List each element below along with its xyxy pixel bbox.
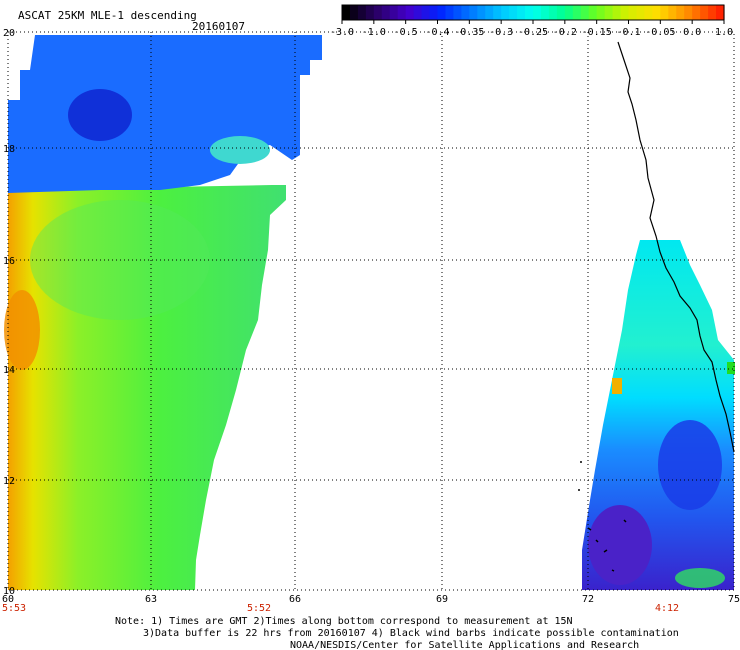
island-specks [578,461,627,572]
colorbar-tick-label: -0.5 [394,27,418,38]
longitude-label: 66 [289,594,301,605]
longitude-label: 63 [145,594,157,605]
colorbar-swatch [620,5,630,20]
colorbar-swatch [596,5,606,20]
longitude-label: 75 [728,594,740,605]
colorbar-swatch [604,5,614,20]
colorbar-swatch [389,5,399,20]
colorbar-swatch [564,5,574,20]
latitude-label: 16 [3,256,15,267]
colorbar-swatch [684,5,693,20]
latitude-label: 20 [3,28,15,39]
colorbar-swatch [429,5,439,20]
colorbar-swatch [556,5,566,20]
colorbar-tick-label: -3.0 [330,27,354,38]
colorbar-swatch [349,5,359,20]
colorbar-tick-label: -0.4 [425,27,449,38]
colorbar-swatch [548,5,558,20]
time-label: 5:53 [2,603,26,614]
colorbar-swatch [700,5,709,20]
colorbar-swatch [668,5,677,20]
latitude-labels: 20 18 16 14 12 10 [3,28,15,597]
longitude-label: 60 [2,594,14,605]
colorbar-swatch [373,5,383,20]
colorbar-swatch [612,5,622,20]
latitude-label: 10 [3,586,15,597]
colorbar-swatch [501,5,510,20]
colorbar-swatch [421,5,431,20]
colorbar-swatch [357,5,367,20]
right-swath-green-patch [675,568,725,588]
colorbar-tick-label: -1.0 [362,27,386,38]
coastline [617,41,735,453]
colorbar-swatch [381,5,391,20]
left-swath-green [8,185,286,590]
colorbar-swatch [660,5,669,20]
colorbar-swatch [469,5,478,20]
product-title: ASCAT 25KM MLE-1 descending [18,9,197,22]
time-label: 5:52 [247,603,271,614]
right-swath-purple-patch [588,505,652,585]
colorbar-swatch [517,5,526,20]
colorbar-swatch [533,5,542,20]
colorbar-swatch [572,5,582,20]
product-date: 20160107 [192,20,245,33]
colorbar-swatch [437,5,447,20]
colorbar-swatch [365,5,375,20]
colorbar-swatch [509,5,518,20]
time-label: 4:12 [655,603,679,614]
swath-map: 20 18 16 14 12 10 60 63 66 69 72 75 5:53 5:52 4:12 [2,28,740,614]
time-labels: 5:53 5:52 4:12 [2,603,679,614]
colorbar-swatch [397,5,407,20]
colorbar-swatch [676,5,685,20]
colorbar-swatch [588,5,598,20]
colorbar-swatch [708,5,717,20]
note-line-3: NOAA/NESDIS/Center for Satellite Applica… [290,640,640,650]
left-swath-orange-patch [4,290,40,370]
colorbar-swatch [652,5,661,20]
longitude-labels: 60 63 66 69 72 75 [2,594,740,605]
colorbar-swatch [413,5,423,20]
right-swath-green-cell [727,362,735,374]
note-line-2: 3)Data buffer is 22 hrs from 20160107 4)… [143,628,679,639]
latitude-label: 18 [3,144,15,155]
colorbar-swatch [525,5,534,20]
colorbar-swatch [453,5,462,20]
latitude-label: 14 [3,365,15,376]
colorbar-swatch [636,5,646,20]
left-swath-low-patch [68,89,132,141]
colorbar-swatches [341,4,725,21]
latitude-label: 12 [3,476,15,487]
right-swath-blue-patch [658,420,722,510]
colorbar-swatch [342,5,351,20]
longitude-label: 72 [582,594,594,605]
colorbar-swatch [580,5,590,20]
note-line-1: Note: 1) Times are GMT 2)Times along bot… [115,616,573,627]
colorbar-swatch [716,5,725,20]
left-swath-cyan-edge [210,136,270,164]
colorbar-tick-label: -0.35 [454,27,484,38]
colorbar-swatch [461,5,470,20]
colorbar-tick-label: -0.3 [489,27,513,38]
colorbar-swatch [477,5,486,20]
right-swath-orange-cell [612,378,622,394]
colorbar-swatch [692,5,701,20]
longitude-label: 69 [436,594,448,605]
colorbar-swatch [540,5,550,20]
colorbar-swatch [445,5,455,20]
colorbar-swatch [644,5,653,20]
colorbar-swatch [405,5,415,20]
colorbar-swatch [493,5,502,20]
left-swath-blue [8,35,322,193]
colorbar-swatch [628,5,638,20]
colorbar-swatch [485,5,494,20]
lat-lon-grid [7,31,735,591]
